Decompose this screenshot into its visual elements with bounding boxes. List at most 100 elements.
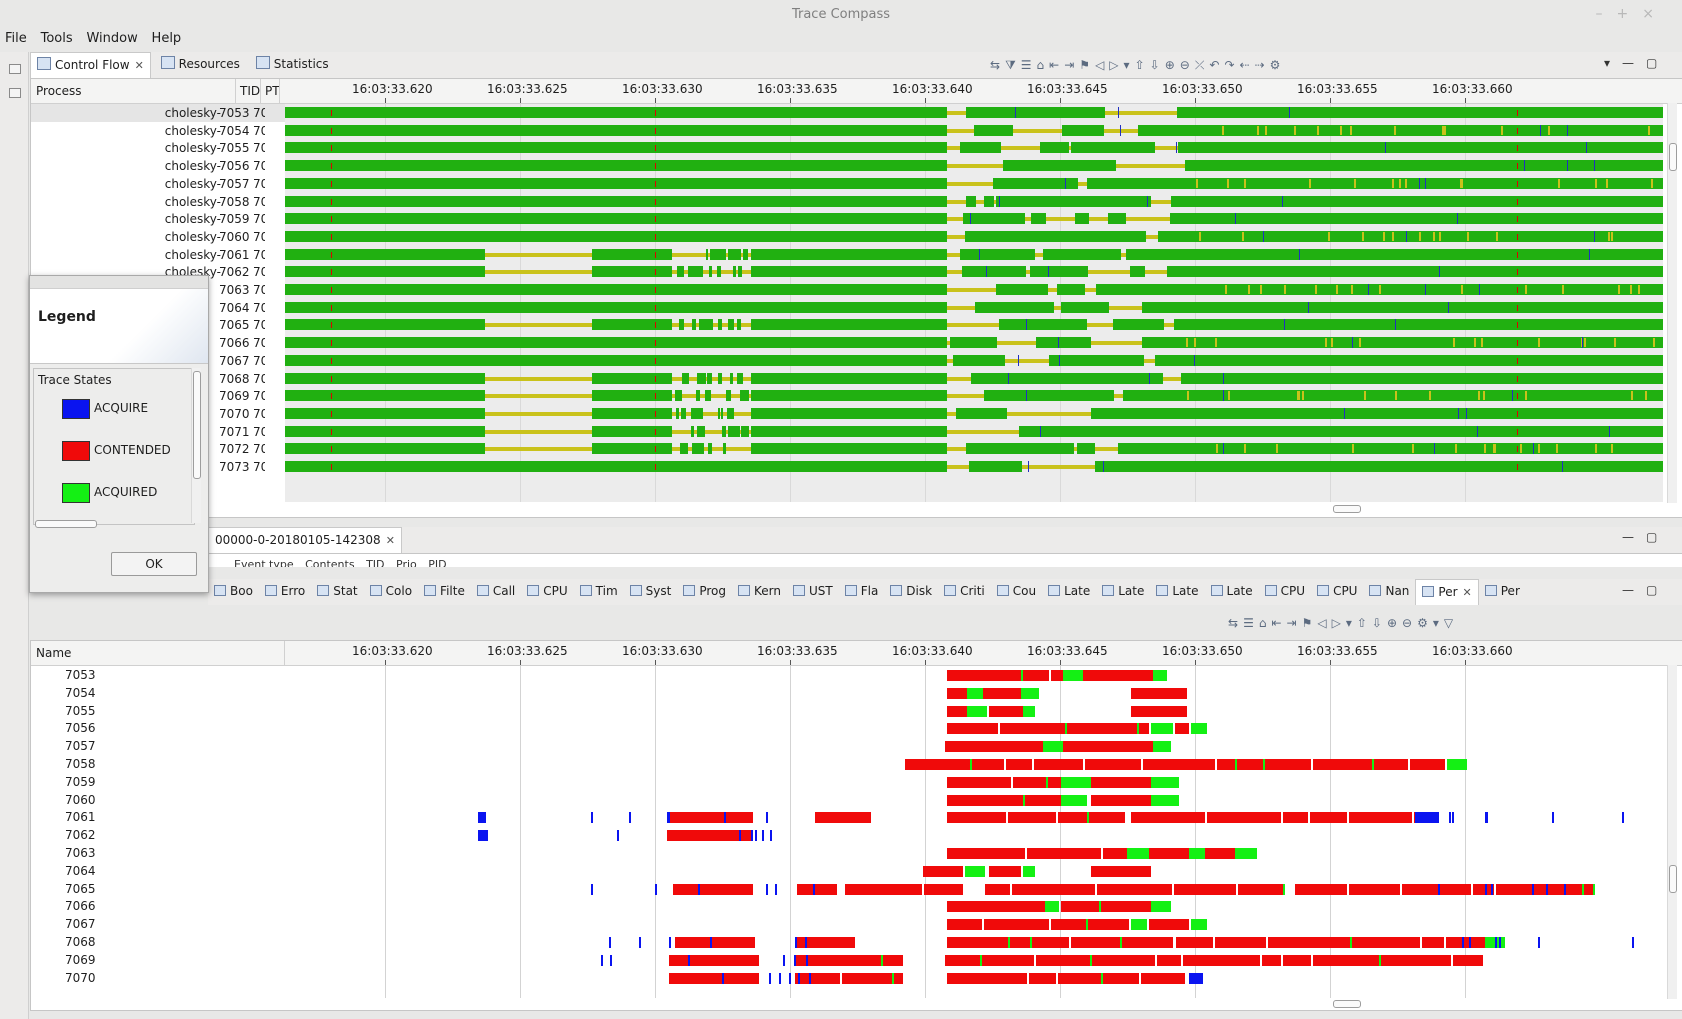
bottom-tab-17[interactable]: Late [1042, 579, 1096, 603]
prio-column-header[interactable]: Prio [396, 558, 417, 567]
pid-column-header[interactable]: PID [428, 558, 447, 567]
bottom-tab-10[interactable]: Prog [677, 579, 732, 603]
bottom-tab-1[interactable]: Boo [208, 579, 259, 603]
prev-bookmark-icon[interactable]: ◁ [1095, 58, 1110, 72]
thread-row[interactable]: 7060 [31, 791, 285, 809]
thread-row[interactable]: 7070 [31, 969, 285, 987]
process-row[interactable]: cholesky- 7057 70 [31, 175, 285, 193]
top-vertical-scrollbar[interactable] [1667, 103, 1677, 503]
pt-column-header[interactable]: PT [260, 79, 280, 103]
process-row[interactable]: 7069 70 [31, 387, 285, 405]
legend-horizontal-scrollbar[interactable] [35, 520, 97, 528]
bottom-tab-9[interactable]: Syst [624, 579, 678, 603]
minimize-view-icon[interactable]: — [1622, 530, 1646, 544]
menu-file[interactable]: File [5, 31, 27, 46]
bottom-tab-16[interactable]: Cou [991, 579, 1042, 603]
contended-swatch[interactable] [62, 441, 90, 461]
thread-row[interactable]: 7064 [31, 862, 285, 880]
thread-row[interactable]: 7061 [31, 808, 285, 826]
prev-event-icon[interactable]: ⇤ [1049, 58, 1065, 72]
name-column-header[interactable]: Name [31, 641, 285, 665]
bottom-tab-25[interactable]: Per [1479, 579, 1526, 603]
tid-column-header[interactable]: TID [366, 558, 385, 567]
maximize-icon[interactable]: + [1616, 6, 1643, 22]
down-icon[interactable]: ⇩ [1149, 58, 1165, 72]
process-row[interactable]: cholesky- 7055 70 [31, 139, 285, 157]
close-icon[interactable]: × [1642, 6, 1668, 22]
top-view-controls[interactable]: ▾—▢ [1604, 56, 1669, 70]
prev-marker-icon[interactable]: ⇠ [1239, 58, 1255, 72]
legend-vertical-scrollbar[interactable] [191, 368, 201, 523]
home-icon[interactable]: ⌂ [1258, 616, 1272, 630]
events-editor-controls[interactable]: —▢ [1622, 530, 1669, 544]
bottom-tab-20[interactable]: Late [1205, 579, 1259, 603]
bottom-tab-2[interactable]: Erro [259, 579, 311, 603]
close-tab-icon[interactable]: ✕ [134, 59, 144, 72]
process-row[interactable]: cholesky- 7053 70 [31, 104, 285, 122]
zoom-out-icon[interactable]: ⊖ [1179, 58, 1195, 72]
view-menu-chevron-icon[interactable]: ▾ [1432, 616, 1444, 630]
bottom-tab-6[interactable]: Call [471, 579, 521, 603]
process-row[interactable]: 7066 70 [31, 334, 285, 352]
process-row[interactable]: 7073 70 [31, 458, 285, 476]
bottom-tab-13[interactable]: Fla [839, 579, 885, 603]
window-controls[interactable]: –+× [1596, 6, 1668, 22]
list-icon[interactable]: ☰ [1020, 58, 1037, 72]
acquire-swatch[interactable] [62, 399, 90, 419]
thread-row[interactable]: 7054 [31, 684, 285, 702]
up-icon[interactable]: ⇧ [1134, 58, 1150, 72]
per-view-toolbar[interactable]: ⇆☰⌂⇤⇥⚑◁▷▾⇧⇩⊕⊖⚙▾▽ [1228, 616, 1458, 630]
tid-column-header[interactable]: TID [235, 79, 261, 103]
hide-arrows-icon[interactable]: ⤫ [1194, 58, 1210, 72]
dropdown-icon[interactable]: ▾ [1345, 616, 1357, 630]
process-row[interactable]: cholesky- 7054 70 [31, 122, 285, 140]
per-view-timegraph[interactable] [285, 666, 1663, 998]
prev-bookmark-icon[interactable]: ◁ [1317, 616, 1332, 630]
down-icon[interactable]: ⇩ [1371, 616, 1387, 630]
menu-window[interactable]: Window [86, 31, 138, 46]
thread-row[interactable]: 7065 [31, 880, 285, 898]
view-menu-icon[interactable]: ⚙ [1417, 616, 1433, 630]
process-row[interactable]: 7065 70 [31, 316, 285, 334]
zoom-in-icon[interactable]: ⊕ [1386, 616, 1403, 630]
process-row[interactable]: 7071 70 [31, 423, 285, 441]
next-event-icon[interactable]: ⇥ [1286, 616, 1302, 630]
bottom-tab-19[interactable]: Late [1150, 579, 1204, 603]
restore-icon[interactable] [9, 64, 21, 74]
thread-row[interactable]: 7057 [31, 737, 285, 755]
event-type-column-header[interactable]: Event type [234, 558, 294, 567]
next-bookmark-icon[interactable]: ▷ [1109, 58, 1124, 72]
process-row[interactable]: cholesky- 7058 70 [31, 193, 285, 211]
contents-column-header[interactable]: Contents [305, 558, 355, 567]
maximize-view-icon[interactable]: ▢ [1646, 583, 1670, 597]
next-marker-icon[interactable]: ⇢ [1254, 58, 1270, 72]
thread-row[interactable]: 7069 [31, 951, 285, 969]
bottom-tab-5[interactable]: Filte [418, 579, 471, 603]
collapse-icon[interactable]: ▽ [1443, 616, 1459, 630]
minimize-view-icon[interactable]: — [1622, 56, 1647, 70]
dropdown-icon[interactable]: ▾ [1123, 58, 1135, 72]
add-bookmark-icon[interactable]: ⚑ [1301, 616, 1318, 630]
process-row[interactable]: 7070 70 [31, 405, 285, 423]
tab-trace-events[interactable]: 00000-0-20180105-142308 ✕ [208, 527, 402, 553]
add-bookmark-icon[interactable]: ⚑ [1079, 58, 1096, 72]
next-bookmark-icon[interactable]: ▷ [1331, 616, 1346, 630]
thread-row[interactable]: 7063 [31, 844, 285, 862]
bottom-tab-7[interactable]: CPU [521, 579, 573, 603]
project-explorer-icon[interactable] [9, 88, 21, 98]
process-row[interactable]: 7063 70 [31, 281, 285, 299]
up-icon[interactable]: ⇧ [1356, 616, 1372, 630]
thread-row[interactable]: 7059 [31, 773, 285, 791]
thread-row[interactable]: 7056 [31, 719, 285, 737]
thread-row[interactable]: 7055 [31, 702, 285, 720]
process-row[interactable]: 7067 70 [31, 352, 285, 370]
view-menu-chevron-icon[interactable]: ▾ [1604, 56, 1623, 70]
follow-arrow-back-icon[interactable]: ↶ [1209, 58, 1225, 72]
menu-tools[interactable]: Tools [40, 31, 73, 46]
maximize-view-icon[interactable]: ▢ [1646, 56, 1670, 70]
top-horizontal-scrollbar[interactable] [1333, 505, 1361, 513]
minimize-view-icon[interactable]: — [1622, 583, 1646, 597]
follow-arrow-fwd-icon[interactable]: ↷ [1224, 58, 1240, 72]
sync-icon[interactable]: ⇆ [990, 58, 1006, 72]
bottom-tab-3[interactable]: Stat [311, 579, 363, 603]
